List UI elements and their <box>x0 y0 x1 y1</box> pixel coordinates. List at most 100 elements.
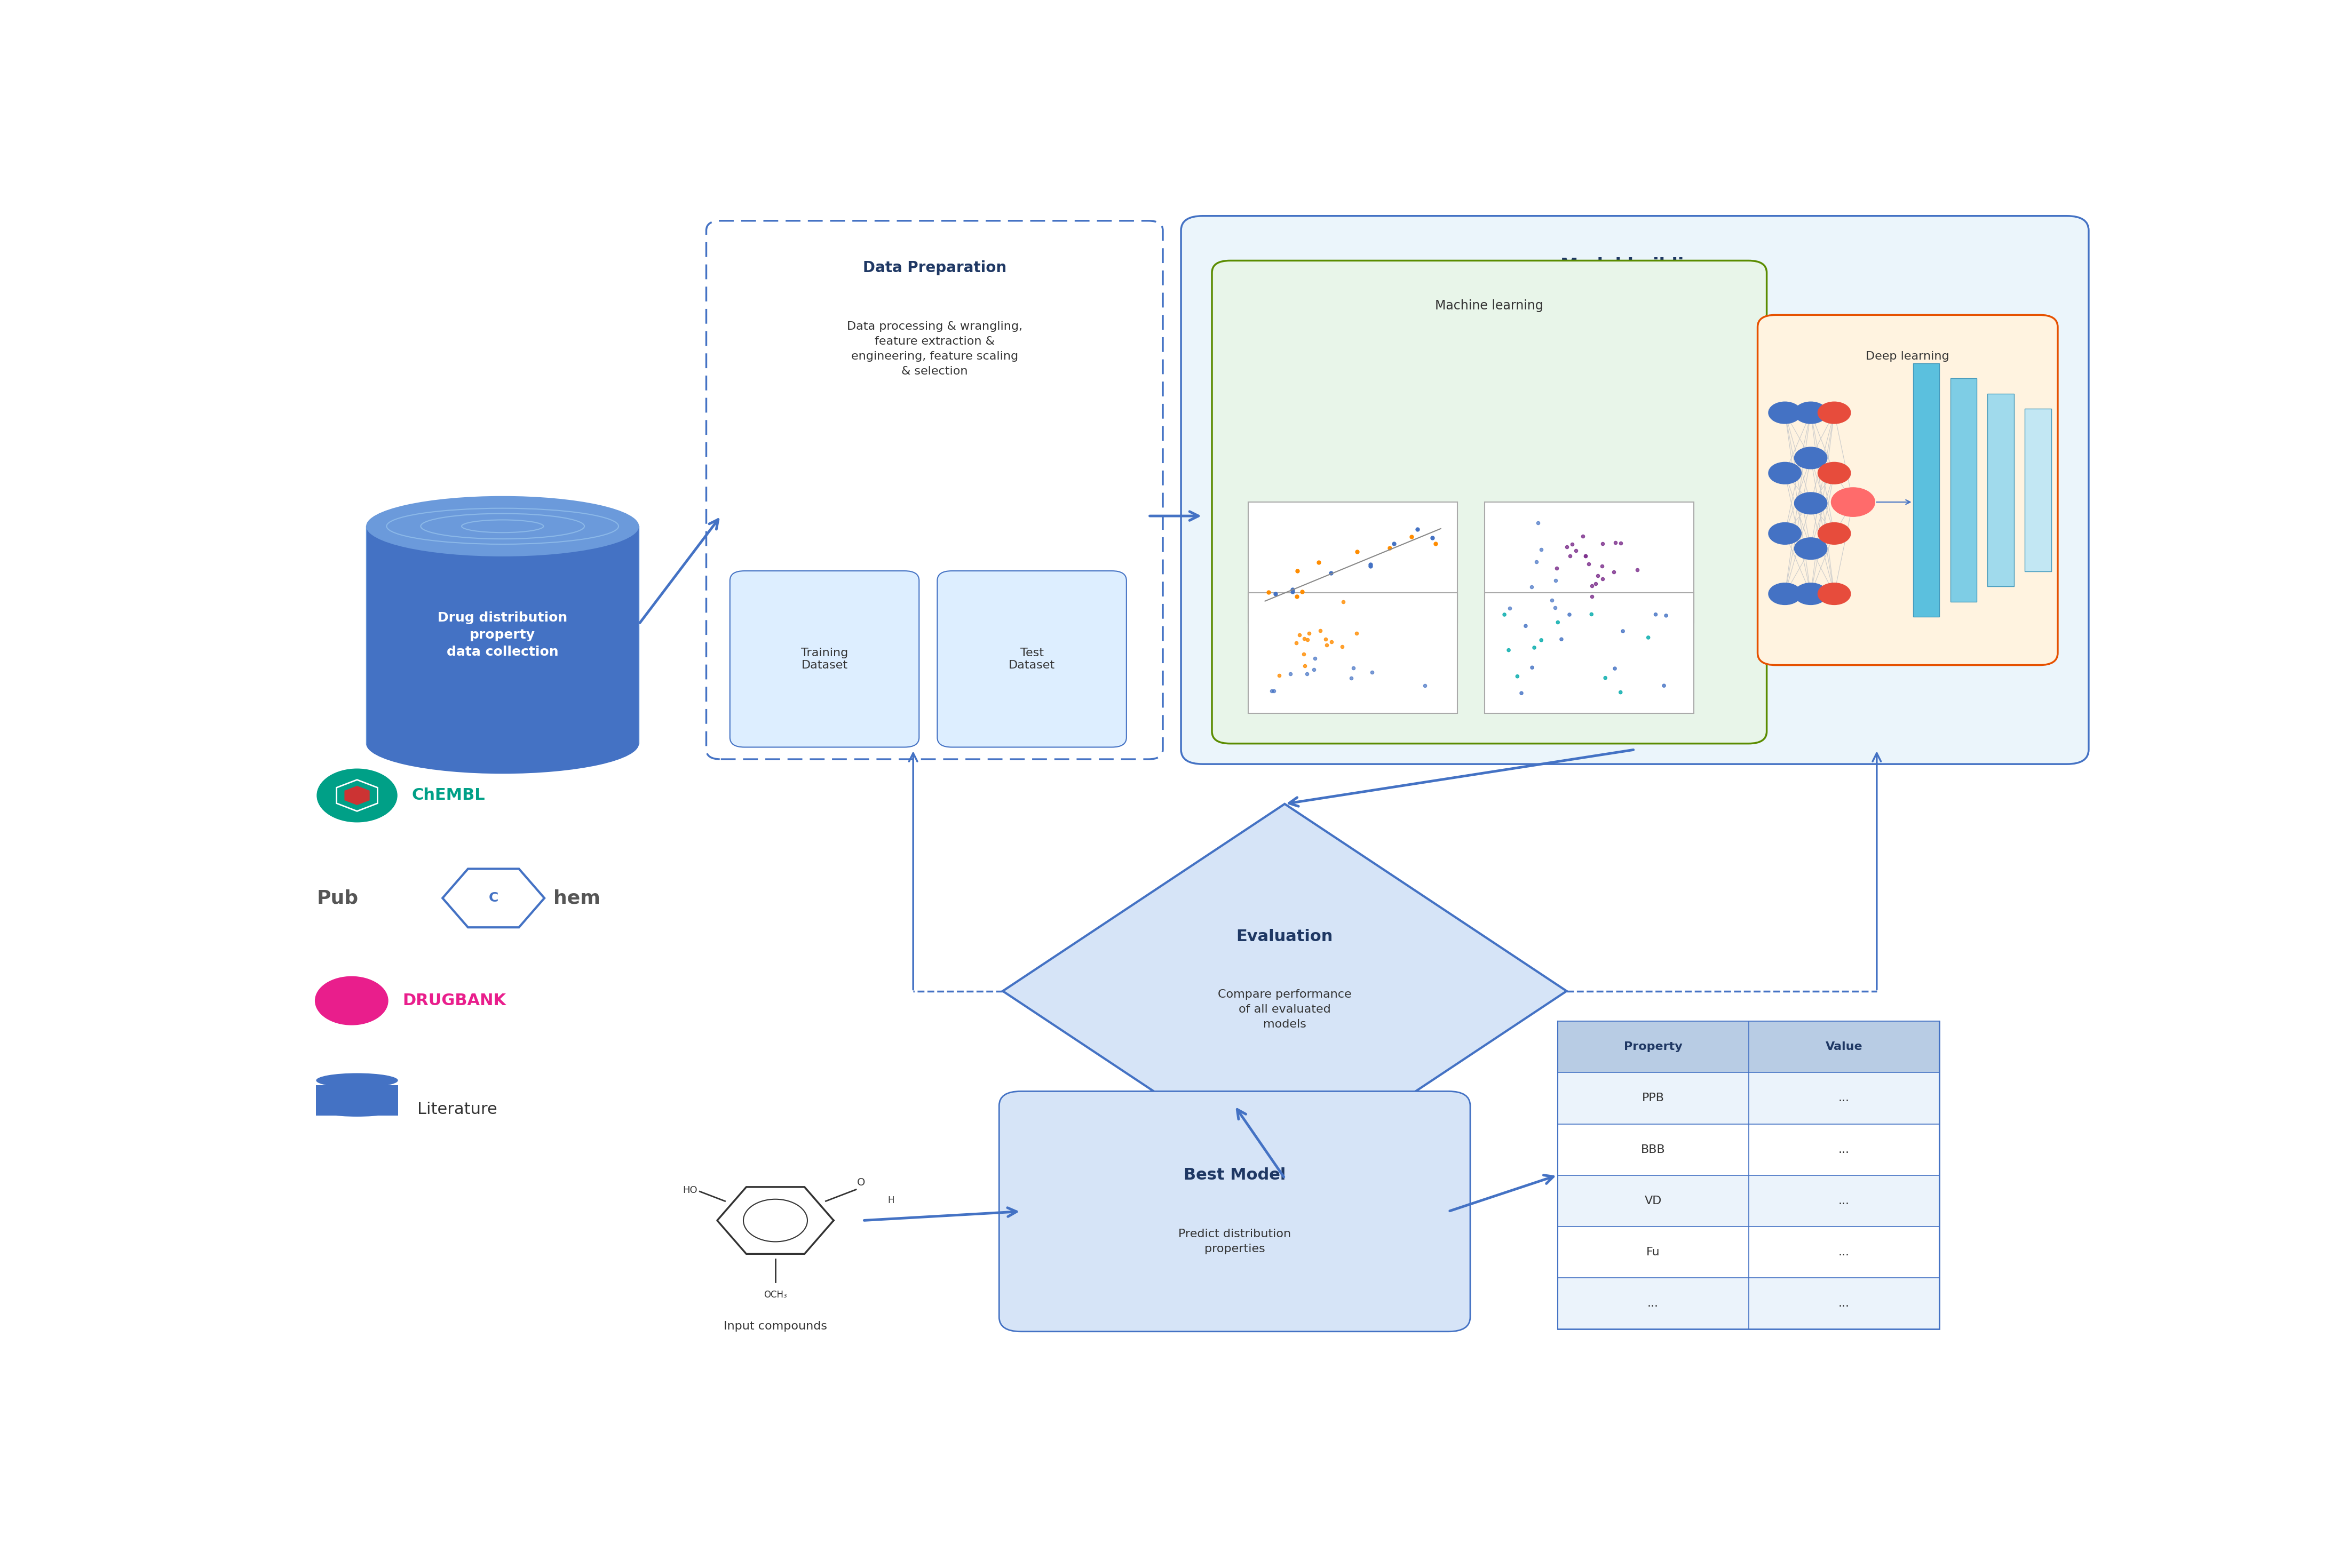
Point <box>1648 604 1685 629</box>
Point <box>1338 621 1375 646</box>
Text: ...: ... <box>1838 1298 1849 1309</box>
Point <box>1333 665 1371 690</box>
Point <box>1645 673 1683 698</box>
Point <box>1284 579 1321 604</box>
Bar <box>1558 1124 1939 1174</box>
Bar <box>1558 1021 1939 1073</box>
Point <box>1371 535 1408 560</box>
FancyBboxPatch shape <box>1181 216 2089 764</box>
Point <box>1296 657 1333 682</box>
Point <box>1260 663 1298 688</box>
Point <box>1251 580 1289 605</box>
Text: Training
Dataset: Training Dataset <box>800 648 847 671</box>
Point <box>1516 635 1554 660</box>
Bar <box>1913 364 1939 616</box>
Point <box>1338 539 1375 564</box>
Point <box>1601 681 1638 706</box>
Point <box>1537 568 1575 593</box>
Bar <box>1558 1021 1939 1330</box>
Circle shape <box>1795 447 1826 469</box>
Circle shape <box>1770 583 1800 605</box>
Text: ChEMBL: ChEMBL <box>411 787 486 803</box>
Circle shape <box>314 977 387 1025</box>
Bar <box>1950 378 1976 602</box>
Text: Machine learning: Machine learning <box>1436 299 1544 312</box>
Bar <box>1558 1073 1939 1124</box>
Point <box>1324 633 1361 659</box>
Point <box>1307 632 1345 657</box>
Point <box>1587 665 1624 690</box>
Point <box>1375 532 1413 557</box>
FancyBboxPatch shape <box>1000 1091 1469 1331</box>
Ellipse shape <box>317 1102 399 1116</box>
Point <box>1289 627 1326 652</box>
Text: PPB: PPB <box>1643 1093 1664 1104</box>
FancyBboxPatch shape <box>706 221 1162 759</box>
Point <box>1572 572 1610 597</box>
Text: ...: ... <box>1838 1093 1849 1104</box>
Text: H: H <box>887 1196 894 1206</box>
Ellipse shape <box>366 713 638 773</box>
Bar <box>1558 1226 1939 1278</box>
Text: Evaluation: Evaluation <box>1237 928 1333 944</box>
Point <box>1392 524 1429 549</box>
Point <box>1533 588 1570 613</box>
Ellipse shape <box>366 495 638 557</box>
Bar <box>1558 1174 1939 1226</box>
Text: Literature: Literature <box>418 1102 498 1116</box>
Point <box>1523 536 1561 561</box>
Text: HO: HO <box>683 1185 697 1195</box>
Circle shape <box>1795 401 1826 423</box>
Point <box>1596 560 1634 585</box>
Point <box>1523 627 1561 652</box>
Point <box>1554 532 1591 557</box>
Bar <box>1558 1278 1939 1330</box>
Text: BBB: BBB <box>1641 1145 1666 1156</box>
Point <box>1636 602 1673 627</box>
Point <box>1281 622 1319 648</box>
Point <box>1603 619 1641 644</box>
Point <box>1542 627 1580 652</box>
Circle shape <box>1770 522 1800 544</box>
Point <box>1556 538 1594 563</box>
Text: Drug distribution
property
data collection: Drug distribution property data collecti… <box>437 612 568 659</box>
Text: Data processing & wrangling,
feature extraction &
engineering, feature scaling
&: Data processing & wrangling, feature ext… <box>847 321 1023 376</box>
Point <box>1296 646 1333 671</box>
Point <box>1279 558 1317 583</box>
Text: DRUGBANK: DRUGBANK <box>404 993 507 1008</box>
Point <box>1307 627 1345 652</box>
Point <box>1551 544 1589 569</box>
Point <box>1507 613 1544 638</box>
Point <box>1277 630 1314 655</box>
Text: Fu: Fu <box>1645 1247 1659 1258</box>
Point <box>1286 626 1324 651</box>
Bar <box>317 1085 399 1115</box>
Point <box>1582 554 1619 579</box>
Point <box>1253 679 1291 704</box>
FancyBboxPatch shape <box>730 571 920 748</box>
Text: Input compounds: Input compounds <box>723 1320 826 1331</box>
Point <box>1540 610 1577 635</box>
Point <box>1572 583 1610 608</box>
Point <box>1300 550 1338 575</box>
Text: Value: Value <box>1826 1041 1864 1052</box>
Point <box>1354 660 1392 685</box>
Point <box>1596 655 1634 681</box>
Circle shape <box>1795 538 1826 560</box>
Point <box>1418 532 1455 557</box>
Point <box>1549 535 1587 560</box>
Circle shape <box>1770 401 1800 423</box>
Point <box>1490 638 1528 663</box>
Bar <box>1249 502 1457 622</box>
Point <box>1289 662 1326 687</box>
Point <box>1324 590 1361 615</box>
Point <box>1519 549 1556 574</box>
Point <box>1279 583 1317 608</box>
Bar <box>2025 409 2051 571</box>
Point <box>1335 655 1373 681</box>
Point <box>1619 557 1657 582</box>
Circle shape <box>1795 583 1826 605</box>
Text: Pub: Pub <box>317 889 359 908</box>
Circle shape <box>1819 522 1852 544</box>
Polygon shape <box>345 786 368 804</box>
